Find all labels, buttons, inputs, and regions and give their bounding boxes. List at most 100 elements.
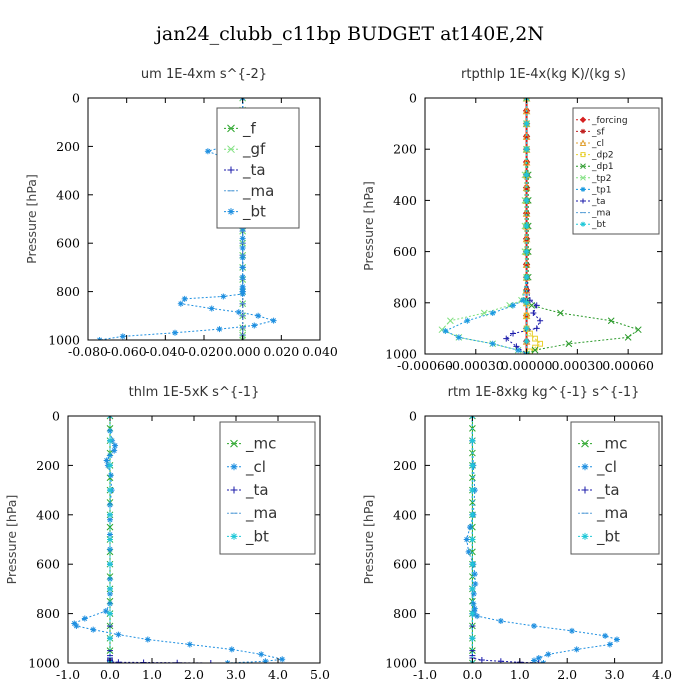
legend: _mc _cl _ta _ma _bt — [219, 421, 316, 555]
x-tick-label: 0.00030 — [552, 358, 604, 373]
legend-label: _cl — [596, 458, 617, 477]
legend-entry-mc: _mc — [227, 435, 276, 454]
data-point — [186, 641, 193, 648]
x-tick-label: 3.0 — [605, 667, 625, 682]
data-point — [107, 437, 113, 444]
series-cl — [463, 416, 620, 663]
legend-label: _mc — [245, 435, 276, 454]
legend: _f _gf _ta _ma _bt — [216, 107, 300, 229]
data-point — [239, 336, 247, 340]
series-tp1 — [442, 98, 530, 354]
data-point — [469, 437, 476, 444]
data-point — [204, 148, 211, 155]
x-tick-label: 2.0 — [557, 667, 577, 682]
series-bt — [107, 416, 113, 663]
legend-label: _bt — [242, 203, 266, 222]
data-point — [523, 223, 530, 229]
legend-entry-ma: _ma — [576, 209, 611, 219]
series-bt — [523, 98, 530, 354]
data-point — [531, 657, 538, 663]
data-point — [480, 309, 488, 317]
data-point — [181, 295, 188, 302]
legend-swatch-marker — [581, 486, 589, 494]
data-point — [530, 310, 537, 317]
data-point — [465, 548, 472, 555]
series-line — [444, 98, 528, 354]
panel-title: um 1E-4xm s^{-2} — [141, 67, 267, 82]
legend-label: _cl — [245, 458, 266, 477]
data-point — [239, 245, 246, 252]
legend-label: _forcing — [591, 116, 628, 126]
legend-label: _mc — [596, 435, 627, 454]
x-tick-label: -0.00060 — [397, 358, 453, 373]
data-point — [535, 660, 542, 663]
data-point — [533, 302, 540, 309]
data-point — [90, 626, 97, 633]
data-point — [81, 615, 88, 622]
legend-label: _bt — [596, 527, 620, 546]
data-point — [239, 264, 246, 271]
data-point — [270, 317, 277, 324]
data-point — [255, 312, 262, 319]
data-point — [469, 635, 476, 642]
legend-label: _bt — [245, 527, 269, 546]
legend-entry-ta: _ta — [578, 481, 620, 500]
x-tick-label: -0.080 — [68, 344, 108, 359]
data-point — [568, 627, 575, 634]
legend-entry-bt: _bt — [578, 527, 620, 546]
series-line — [471, 416, 539, 663]
data-point — [103, 457, 110, 464]
legend-entry-cl: _cl — [576, 139, 604, 149]
x-tick-label: 4.0 — [268, 667, 288, 682]
data-point — [279, 656, 286, 663]
plot-frame — [424, 97, 663, 355]
legend-label: _bt — [591, 220, 606, 230]
data-point — [537, 317, 544, 324]
legend-entry-ta: _ta — [576, 197, 606, 207]
data-point — [565, 340, 573, 348]
data-point — [510, 302, 517, 309]
legend: _mc _cl _ta _ma _bt — [570, 421, 660, 555]
x-tick-label: 2.0 — [184, 667, 204, 682]
legend-entry-bt: _bt — [227, 527, 269, 546]
legend-entry-forcing: _forcing — [576, 116, 628, 126]
data-point — [251, 322, 258, 329]
data-point — [523, 146, 530, 153]
data-point — [220, 293, 227, 300]
data-point — [471, 571, 478, 578]
series-line — [109, 416, 211, 663]
data-point — [535, 655, 542, 662]
data-point — [107, 511, 113, 518]
legend-swatch-marker — [227, 145, 235, 154]
legend-swatch-marker — [230, 532, 238, 540]
data-point — [239, 254, 246, 261]
data-point — [523, 248, 530, 255]
x-tick-label: 1.0 — [142, 667, 162, 682]
legend-label: _ta — [591, 197, 606, 207]
legend-swatch-marker — [230, 463, 238, 471]
x-tick-label: 0.00060 — [602, 358, 654, 373]
data-point — [497, 658, 504, 663]
y-tick-label: 200 — [393, 142, 417, 157]
data-point — [497, 618, 504, 625]
y-tick-label: 1000 — [28, 656, 60, 671]
data-point — [107, 561, 113, 568]
legend-entry-ma: _ma — [227, 504, 277, 523]
legend-label: _tp1 — [591, 185, 611, 195]
legend-label: _ma — [242, 182, 274, 201]
legend-entry-cl: _cl — [578, 458, 617, 477]
data-point — [607, 317, 615, 325]
legend-label: _f — [242, 119, 257, 138]
legend-entry-mc: _mc — [578, 435, 627, 454]
data-point — [107, 516, 113, 523]
data-point — [207, 660, 214, 663]
series-line — [441, 98, 528, 354]
data-point — [523, 210, 530, 217]
data-point — [107, 427, 113, 434]
data-point — [262, 658, 269, 663]
data-point — [523, 133, 530, 140]
data-point — [235, 309, 242, 316]
data-point — [467, 524, 474, 531]
data-point — [522, 106, 531, 115]
legend-label: _cl — [591, 139, 604, 149]
